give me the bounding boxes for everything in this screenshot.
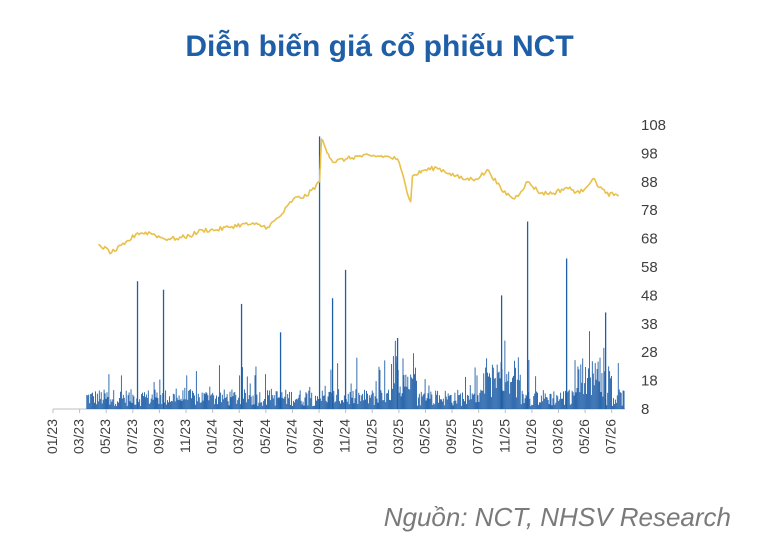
x-tick-label-13: 03/25 [390,419,406,454]
x-tick-label-4: 09/23 [150,419,166,454]
price-line [97,138,620,255]
y-tick-label-1: 18 [641,373,658,390]
x-tick-label-21: 07/26 [603,419,619,454]
tick-labels: 8 18 28 38 48 58 68 78 88 98 108 01/23 03/23 05/23 07/… [44,117,666,454]
x-tick-label-7: 03/24 [230,419,246,454]
y-tick-label-8: 88 [641,174,658,191]
y-tick-label-10: 108 [641,117,666,134]
x-tick-label-12: 01/25 [363,419,379,454]
x-tick-label-5: 11/23 [177,419,193,453]
x-tick-label-0: 01/23 [44,419,60,454]
x-tick-label-9: 07/24 [283,419,299,454]
y-tick-label-5: 58 [641,259,658,276]
x-tick-label-19: 03/26 [549,419,565,454]
chart-title: Diễn biến giá cổ phiếu NCT [185,30,574,63]
x-tick-label-20: 05/26 [576,419,592,454]
y-tick-label-0: 8 [641,401,649,418]
y-tick-label-7: 78 [641,202,658,219]
x-tick-label-6: 01/24 [204,419,220,454]
x-tick-label-18: 01/26 [523,419,539,454]
x-tick-label-17: 11/25 [496,419,512,453]
price-line-layer [97,138,620,255]
x-tick-label-16: 07/25 [470,419,486,454]
y-tick-label-6: 68 [641,231,658,248]
source-note: Nguồn: NCT, NHSV Research [383,502,731,532]
x-tick-label-14: 05/25 [416,419,432,454]
x-tick-label-3: 07/23 [124,419,140,454]
axis-layer [52,408,625,413]
y-tick-label-9: 98 [641,145,658,162]
y-tick-label-2: 28 [641,344,658,361]
x-tick-label-11: 11/24 [337,419,353,453]
y-tick-label-4: 48 [641,287,658,304]
x-tick-label-10: 09/24 [310,419,326,454]
volume-bars [86,136,625,409]
x-tick-label-8: 05/24 [257,419,273,454]
x-tick-label-2: 05/23 [97,419,113,454]
x-tick-label-15: 09/25 [443,419,459,454]
x-tick-label-1: 03/23 [71,419,87,454]
y-tick-label-3: 38 [641,316,658,333]
